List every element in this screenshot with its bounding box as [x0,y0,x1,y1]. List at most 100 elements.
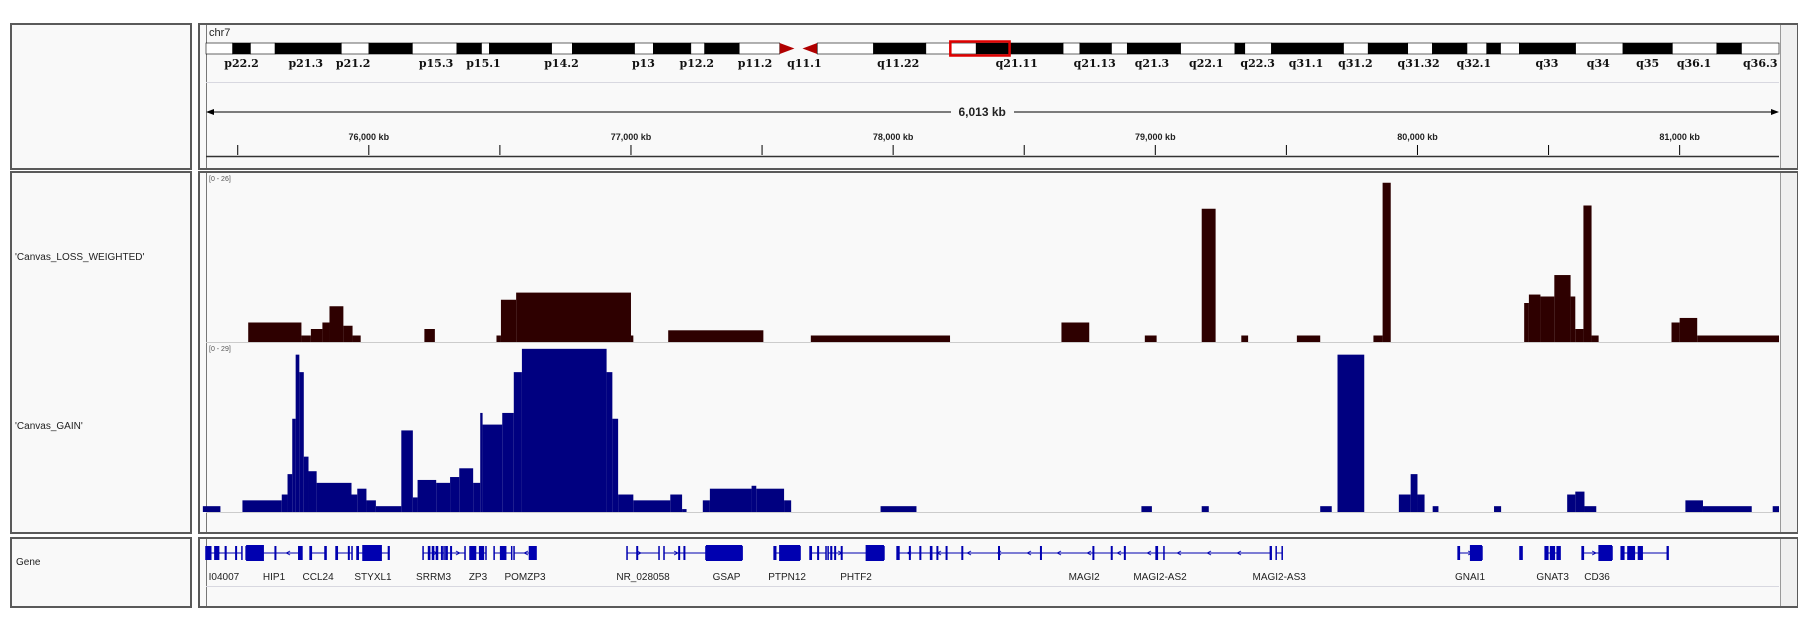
track-name-gain[interactable]: 'Canvas_GAIN' [15,421,83,432]
gain-track[interactable] [202,343,1779,512]
cytoband [340,42,370,55]
cytoband [368,42,413,55]
ruler-tick-label: 80,000 kb [1397,132,1438,142]
gene-exon [274,546,277,560]
cytoband [1622,42,1673,55]
centromere-band [802,43,818,54]
gene-feature[interactable]: ZP3 [469,546,488,583]
gain-coverage-bar [880,506,917,512]
gene-track[interactable]: I04007 HIP1 CCL24 STYXL1 SRRM3 ZP3 POMZP3 NR_02… [205,540,1779,590]
gene-exon [445,546,448,560]
gene-feature[interactable]: GNAI1 [1455,545,1485,583]
gene-feature[interactable]: HIP1 [245,545,303,583]
gain-coverage-bar [202,506,221,512]
cytoband-label: q36.1 [1677,57,1711,70]
gain-coverage-bar [606,372,613,512]
cytoband [1575,42,1624,55]
gene-exon [362,545,382,561]
cytoband [274,42,342,55]
gene-feature[interactable]: GSAP [705,545,743,583]
gene-feature[interactable]: MAGI2 [896,546,1272,583]
loss-coverage-bar [301,335,311,342]
gene-label: GNAI1 [1455,572,1485,583]
gain-coverage-bar [482,424,503,512]
gene-exon [310,546,313,560]
gene-label: PTPN12 [768,572,806,583]
gene-exon [683,546,686,560]
loss-coverage-bar [248,322,302,342]
gene-feature[interactable]: STYXL1 [354,545,392,583]
gain-coverage-bar [281,494,288,512]
cytoband [1500,42,1520,55]
gene-feature[interactable]: NR_028058 [616,546,670,583]
strand-arrow-icon [1026,550,1032,556]
gene-exon [470,546,477,560]
gene-feature[interactable]: POMZP3 [504,546,546,583]
gene-feature[interactable] [1519,546,1523,560]
gene-label: CD36 [1584,572,1610,583]
strand-arrow-icon [1116,550,1122,556]
chromosome-name[interactable]: chr7 [209,27,231,39]
gain-coverage-bar [401,430,413,512]
header-name-panel [10,23,192,170]
cytoband [1407,42,1433,55]
header-scrollbar[interactable] [1780,25,1797,168]
gene-feature[interactable] [445,546,466,560]
gene-exon [478,546,485,560]
gene-exon [1458,546,1461,560]
gene-feature[interactable]: CCL24 [303,546,335,583]
gene-exon [1627,546,1636,560]
gene-exon [435,546,439,560]
gain-coverage-bar [295,354,300,512]
cytoband [1244,42,1272,55]
gain-coverage-bar [357,488,367,512]
gene-feature[interactable]: I04007 [205,546,243,583]
cytoband [1672,42,1718,55]
gain-coverage-bar [366,500,376,512]
loss-coverage-bar [1528,294,1541,342]
gene-feature[interactable] [663,546,707,560]
feature-name-panel [10,537,192,608]
gene-feature[interactable]: PHTF2 [827,545,885,583]
loss-coverage-bar [1524,303,1529,342]
cytoband [572,42,635,55]
gene-feature[interactable]: MAGI2-AS3 [1252,546,1306,583]
gene-exon [705,545,743,561]
track-name-gene[interactable]: Gene [16,557,41,568]
cytoband [1519,42,1576,55]
loss-track[interactable] [206,173,1779,342]
gene-feature[interactable]: SRRM3 [416,546,451,583]
gene-feature[interactable] [1620,546,1669,560]
gene-feature[interactable]: PTPN12 [768,545,806,583]
gene-feature[interactable]: MAGI2-AS2 [1133,546,1187,583]
loss-coverage-bar [1570,296,1576,342]
gene-feature[interactable]: CD36 [1581,545,1613,583]
gain-coverage-bar [756,488,785,512]
cytoband [1343,42,1369,55]
cytoband-label: q22.3 [1240,57,1274,70]
gene-exon [636,546,639,560]
gene-feature[interactable] [335,546,353,560]
feature-scrollbar[interactable] [1780,539,1797,606]
gain-coverage-bar [513,372,522,512]
chromosome-ideogram[interactable]: p22.2 p21.3 p21.2 p15.3 p15.1 p14.2 p13 p12.2 p1… [205,40,1780,70]
loss-coverage-bar [630,335,634,342]
loss-coverage-bar [310,329,323,342]
cytoband-label: q21.3 [1135,57,1169,70]
divider [206,25,207,168]
gain-coverage-bar [502,412,514,512]
gain-coverage-bar [618,494,634,512]
loss-coverage-bar [1583,205,1592,342]
gene-feature[interactable] [493,546,513,560]
gene-exon [919,546,922,560]
ruler-tick-label: 78,000 kb [873,132,914,142]
cytoband [1367,42,1409,55]
gene-exon [1545,546,1549,560]
gain-coverage-bar [682,509,687,512]
gene-feature[interactable] [809,546,827,560]
loss-coverage-bar [1697,335,1779,342]
gene-feature[interactable]: GNAT3 [1536,546,1569,583]
gene-exon [298,546,302,560]
data-scrollbar[interactable] [1780,173,1797,532]
track-name-loss[interactable]: 'Canvas_LOSS_WEIGHTED' [15,252,145,263]
